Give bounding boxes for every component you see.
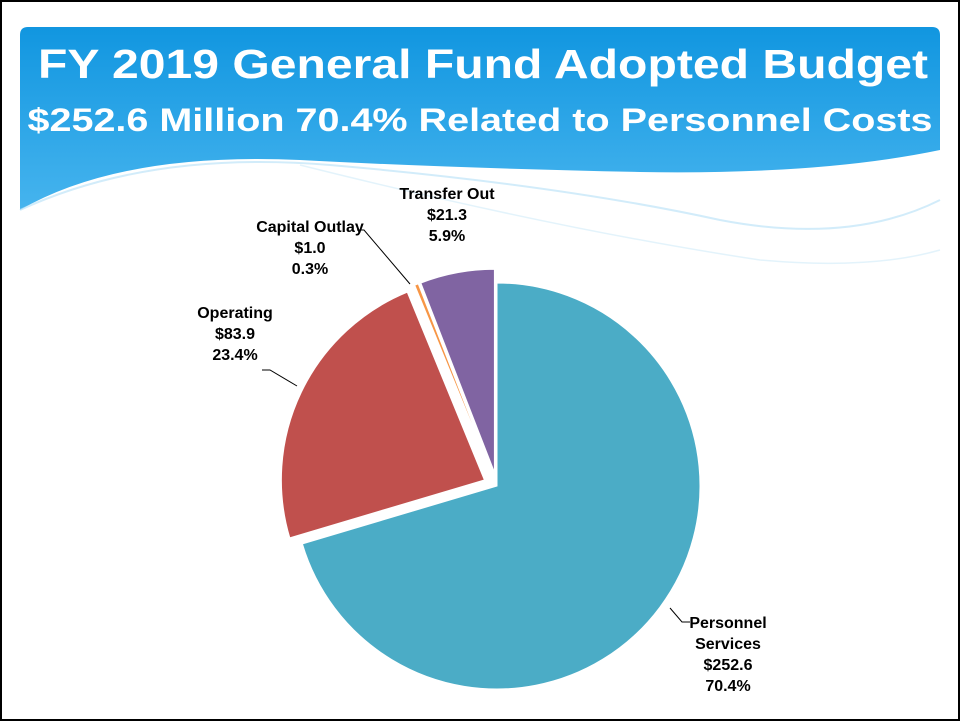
leader-line [669, 607, 690, 623]
header-wave [299, 164, 941, 265]
header-band [20, 27, 940, 210]
header-wave [19, 161, 941, 230]
chart-subtitle: $252.6 Million 70.4% Related to Personne… [28, 102, 933, 138]
slice-category: Personnel Services [689, 615, 767, 653]
slice-percent: 0.3% [291, 261, 329, 278]
slice-label: Capital Outlay $1.0 0.3% [240, 217, 380, 280]
slice-label: Transfer Out $21.3 5.9% [387, 184, 507, 247]
slice-percent: 70.4% [705, 678, 751, 695]
slice-category: Transfer Out [399, 186, 495, 203]
pie-slice [280, 291, 486, 539]
slice-label: Personnel Services $252.6 70.4% [683, 613, 773, 697]
slice-amount: $252.6 [703, 657, 753, 674]
slice-percent: 23.4% [212, 347, 258, 364]
leader-line [262, 369, 298, 387]
pie-slice [414, 283, 493, 474]
pie-slice [301, 282, 701, 690]
slice-percent: 5.9% [428, 228, 466, 245]
leader-line [357, 229, 411, 285]
slice-amount: $1.0 [294, 240, 326, 257]
slice-category: Operating [197, 305, 273, 322]
slice-amount: $21.3 [426, 207, 468, 224]
slice-label: Operating $83.9 23.4% [180, 303, 290, 366]
slice-amount: $83.9 [214, 326, 256, 343]
slice-category: Capital Outlay [256, 219, 364, 236]
pie-slice [420, 268, 495, 473]
chart-title: FY 2019 General Fund Adopted Budget [38, 41, 928, 87]
